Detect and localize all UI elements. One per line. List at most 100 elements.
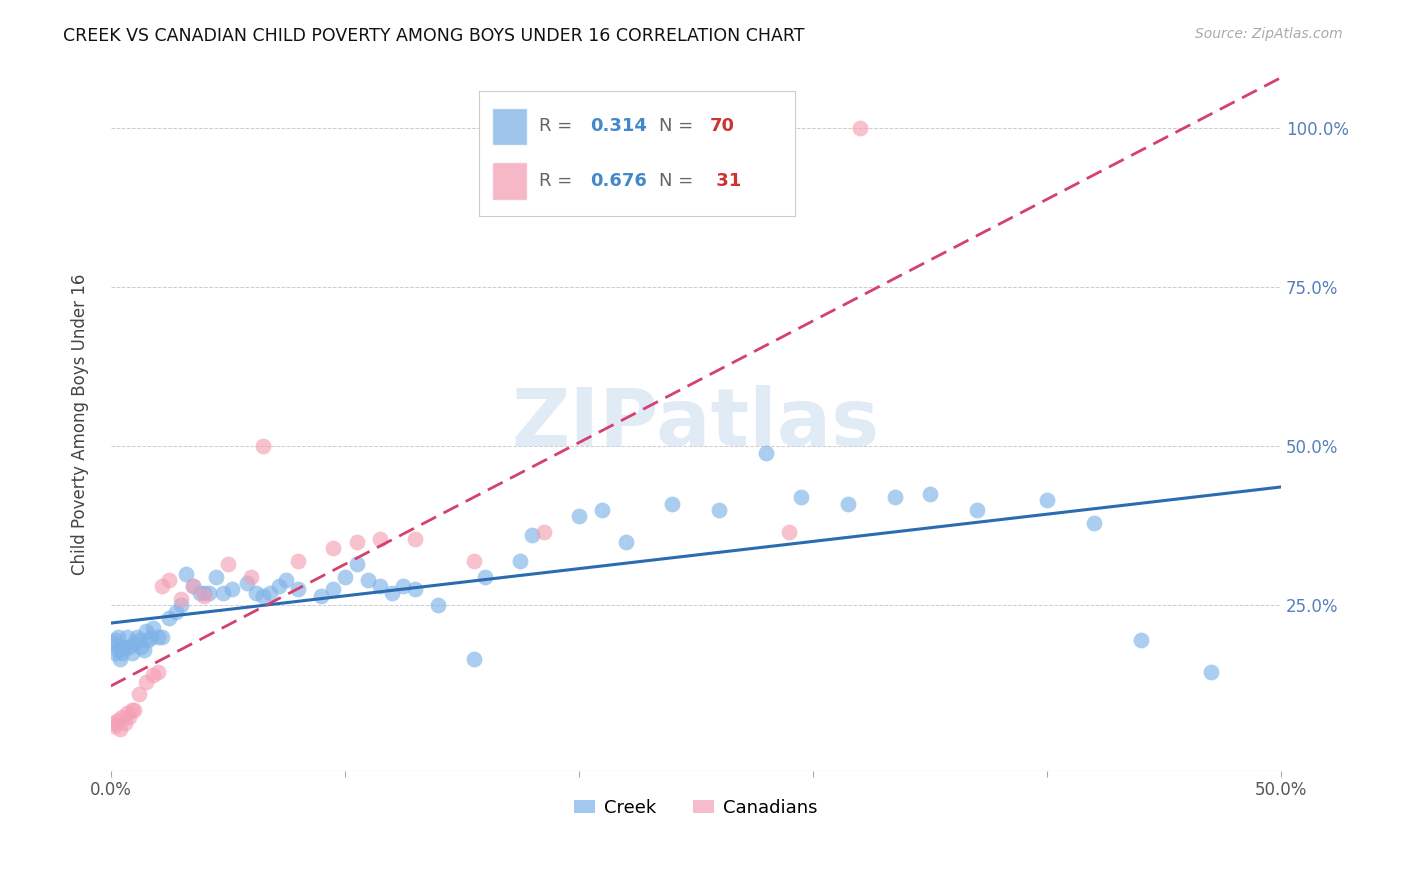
Point — [104, 646, 127, 660]
Point — [509, 554, 531, 568]
Point — [142, 668, 165, 682]
Point — [111, 709, 134, 723]
Point — [240, 570, 263, 584]
Point — [101, 716, 124, 731]
Point — [101, 636, 124, 650]
Point — [235, 576, 257, 591]
Point — [404, 532, 426, 546]
Point — [193, 585, 215, 599]
Point — [114, 716, 136, 731]
Point — [146, 630, 169, 644]
Point — [918, 487, 941, 501]
Point — [221, 582, 243, 597]
Point — [837, 497, 859, 511]
Point — [107, 713, 129, 727]
Point — [170, 591, 193, 606]
Text: CREEK VS CANADIAN CHILD POVERTY AMONG BOYS UNDER 16 CORRELATION CHART: CREEK VS CANADIAN CHILD POVERTY AMONG BO… — [63, 27, 804, 45]
Point — [252, 439, 274, 453]
Point — [104, 719, 127, 733]
Point — [205, 570, 228, 584]
Y-axis label: Child Poverty Among Boys Under 16: Child Poverty Among Boys Under 16 — [72, 273, 89, 574]
Point — [368, 532, 391, 546]
Point — [128, 687, 150, 701]
Point — [269, 579, 291, 593]
Point — [150, 630, 173, 644]
Point — [779, 525, 801, 540]
Point — [966, 503, 988, 517]
Point — [150, 579, 173, 593]
Point — [115, 630, 138, 644]
Point — [115, 706, 138, 721]
Point — [118, 709, 141, 723]
Point — [198, 585, 221, 599]
Point — [108, 640, 131, 654]
Point — [165, 605, 187, 619]
Point — [108, 652, 131, 666]
Point — [157, 611, 180, 625]
Point — [121, 703, 143, 717]
Point — [1083, 516, 1105, 530]
Point — [1129, 633, 1152, 648]
Point — [276, 573, 298, 587]
Point — [368, 579, 391, 593]
Point — [463, 554, 485, 568]
Point — [146, 665, 169, 679]
Point — [135, 674, 157, 689]
Point — [111, 646, 134, 660]
Point — [217, 557, 239, 571]
Point — [188, 585, 211, 599]
Point — [104, 633, 127, 648]
Point — [474, 570, 496, 584]
Point — [755, 445, 778, 459]
Point — [181, 579, 204, 593]
Point — [157, 573, 180, 587]
Point — [181, 579, 204, 593]
Point — [427, 599, 450, 613]
Point — [193, 589, 215, 603]
Point — [122, 703, 145, 717]
Point — [533, 525, 555, 540]
Point — [520, 528, 543, 542]
Point — [107, 643, 129, 657]
Point — [709, 503, 731, 517]
Point — [848, 121, 870, 136]
Point — [357, 573, 380, 587]
Point — [883, 490, 905, 504]
Point — [128, 633, 150, 648]
Point — [1199, 665, 1222, 679]
Point — [252, 589, 274, 603]
Point — [259, 585, 281, 599]
Point — [212, 585, 235, 599]
Point — [790, 490, 813, 504]
Point — [311, 589, 333, 603]
Point — [245, 585, 267, 599]
Point — [287, 582, 309, 597]
Point — [392, 579, 415, 593]
Point — [122, 636, 145, 650]
Point — [322, 582, 344, 597]
Point — [333, 570, 356, 584]
Point — [108, 723, 131, 737]
Point — [118, 640, 141, 654]
Point — [139, 630, 162, 644]
Point — [463, 652, 485, 666]
Point — [129, 640, 152, 654]
Point — [170, 599, 193, 613]
Point — [1036, 493, 1059, 508]
Point — [404, 582, 426, 597]
Point — [136, 633, 159, 648]
Point — [346, 557, 368, 571]
Text: Source: ZipAtlas.com: Source: ZipAtlas.com — [1195, 27, 1343, 41]
Point — [568, 509, 591, 524]
Point — [125, 630, 148, 644]
Point — [346, 534, 368, 549]
Point — [174, 566, 197, 581]
Point — [142, 621, 165, 635]
Point — [121, 646, 143, 660]
Point — [614, 534, 637, 549]
Point — [322, 541, 344, 555]
Point — [135, 624, 157, 638]
Legend: Creek, Canadians: Creek, Canadians — [567, 791, 825, 824]
Point — [114, 640, 136, 654]
Text: ZIPatlas: ZIPatlas — [512, 385, 880, 463]
